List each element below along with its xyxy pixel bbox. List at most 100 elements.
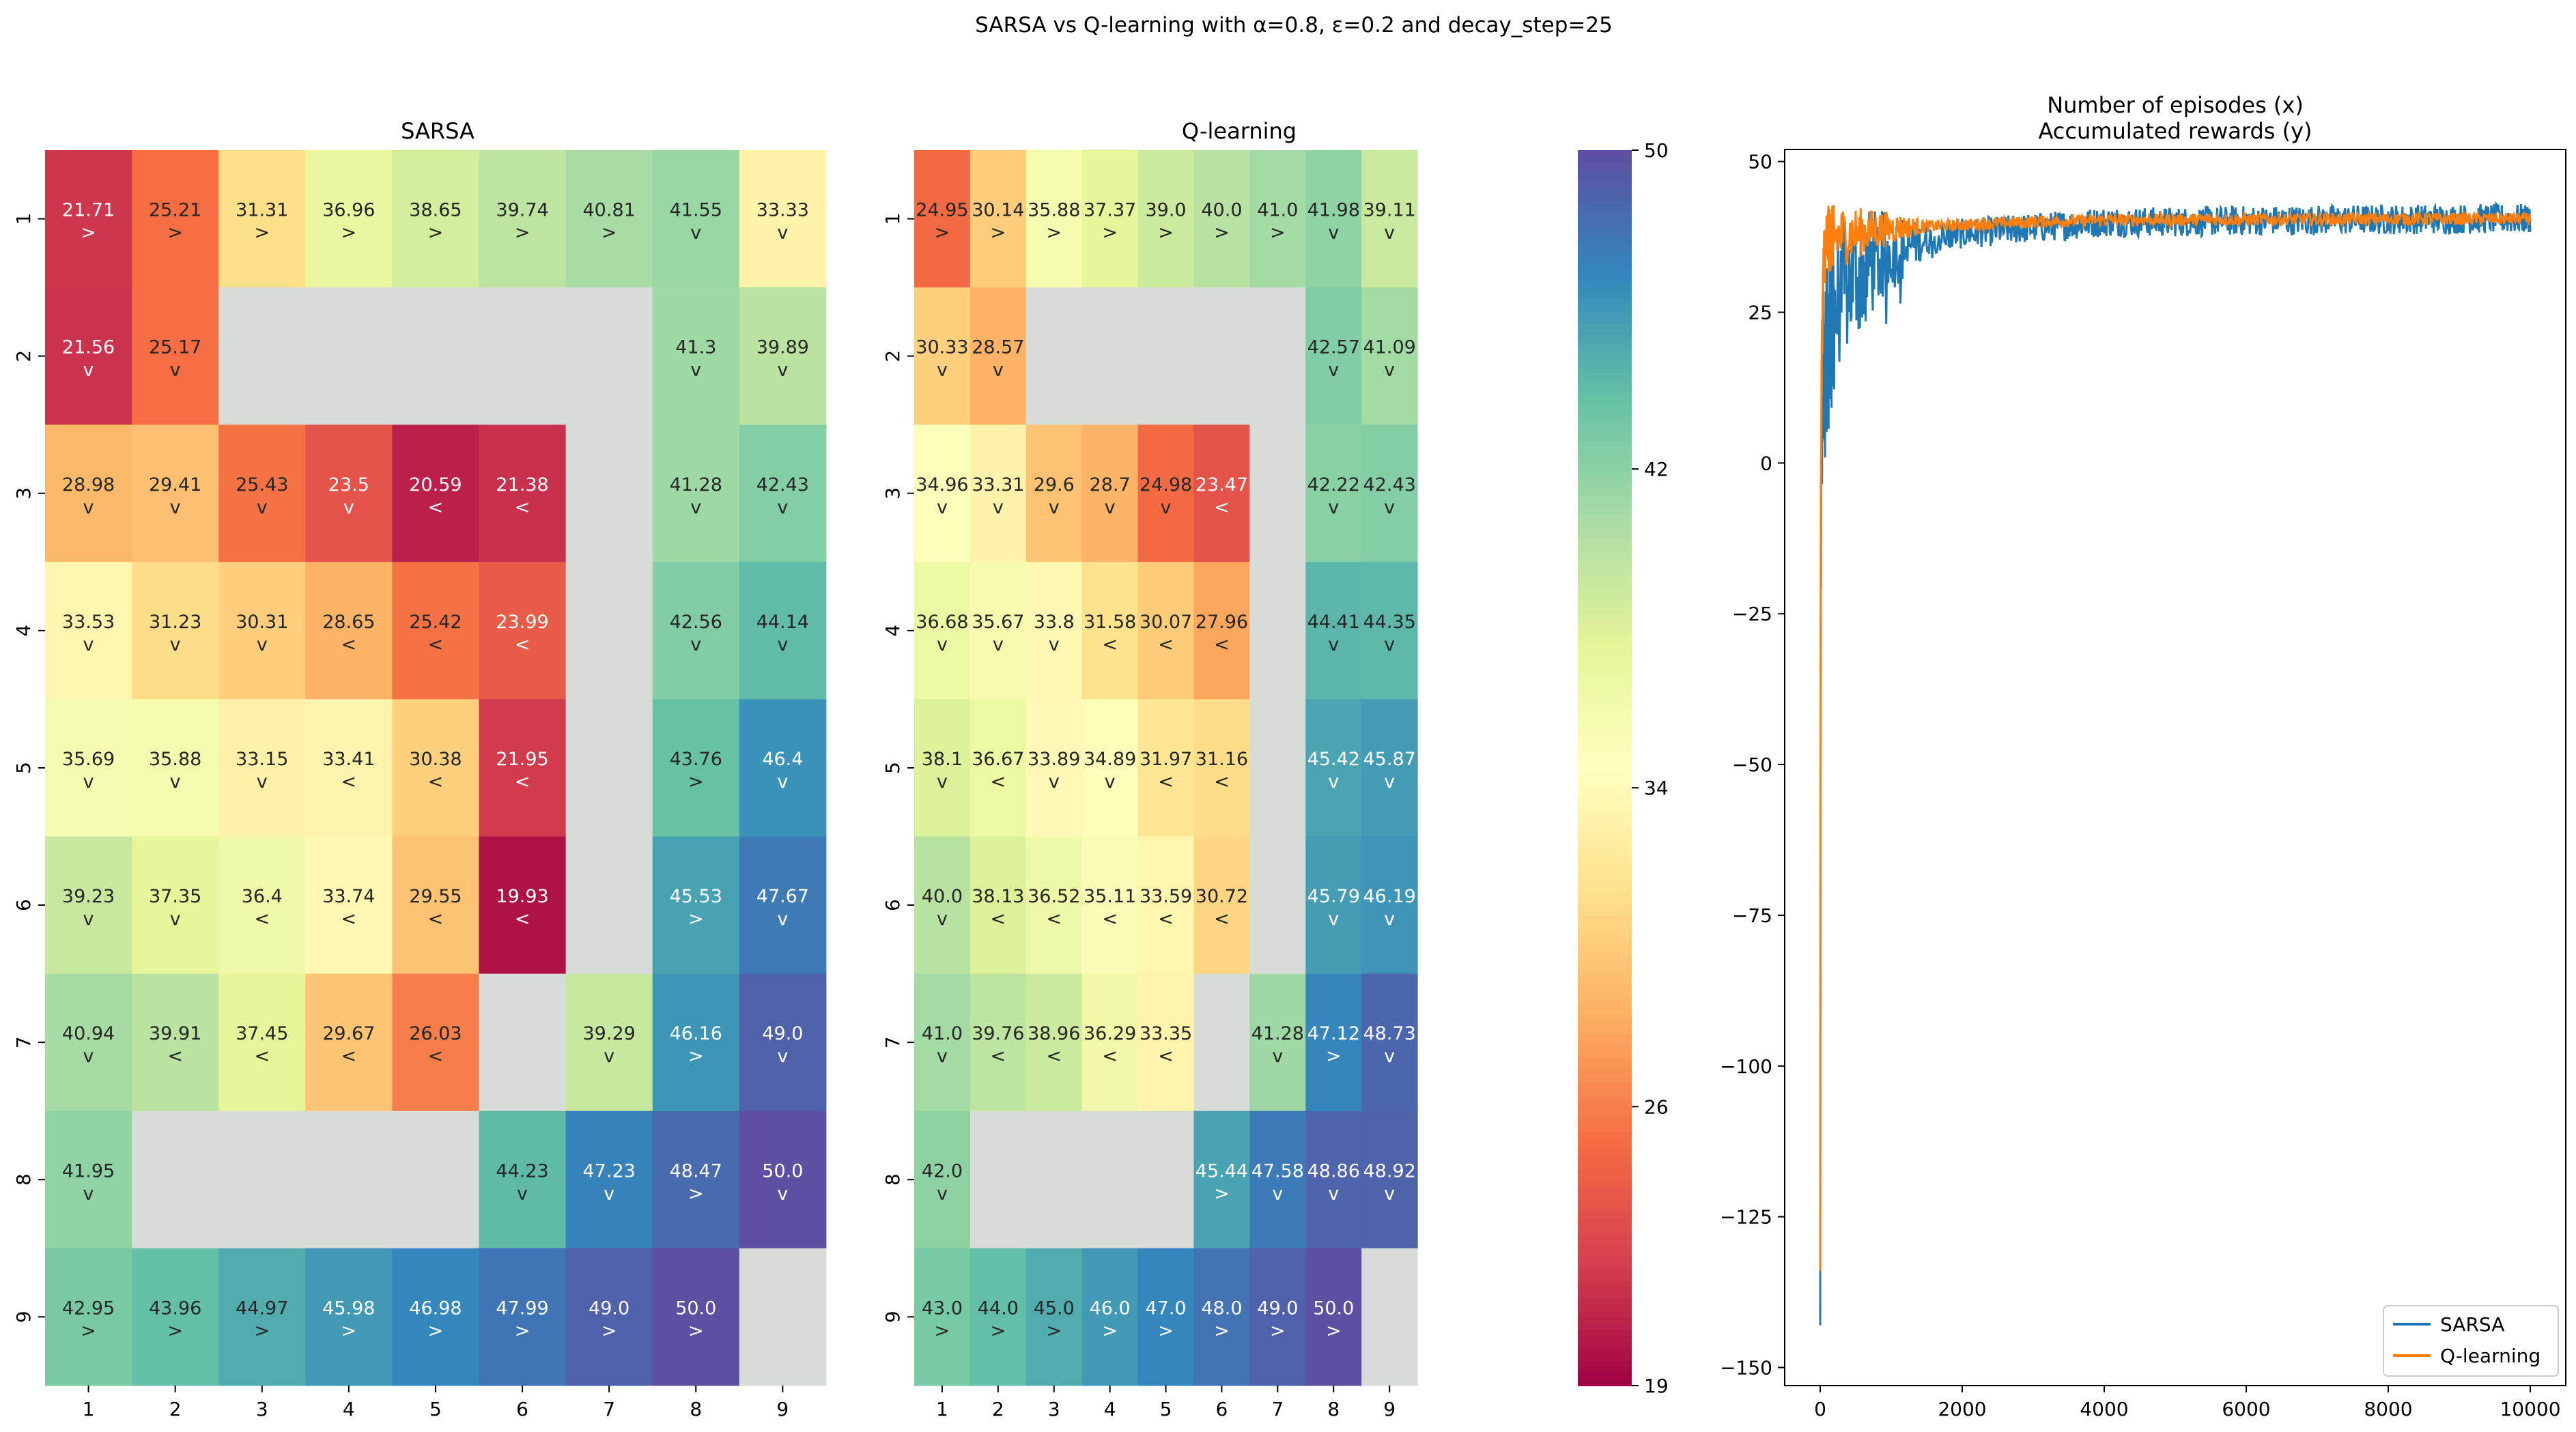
colorbar-segment: [1578, 736, 1632, 744]
sarsa-cell-action: v: [690, 497, 701, 518]
colorbar-segment: [1578, 1255, 1632, 1263]
colorbar-segment: [1578, 1243, 1632, 1250]
colorbar-segment: [1578, 631, 1632, 639]
sarsa-cell: [45, 1248, 132, 1386]
qlearning-cell-value: 24.95: [916, 200, 968, 221]
sarsa-cell-value: 45.53: [670, 886, 722, 907]
sarsa-cell-action: v: [83, 1183, 94, 1204]
line-chart-x-tick-label: 6000: [2222, 1398, 2270, 1420]
colorbar-segment: [1578, 1027, 1632, 1035]
sarsa-cell-value: 29.55: [409, 886, 462, 907]
colorbar-segment: [1578, 428, 1632, 435]
colorbar-segment: [1578, 205, 1632, 213]
sarsa-cell: [218, 150, 306, 288]
sarsa-cell: [305, 836, 393, 975]
colorbar-tick-label: 50: [1644, 139, 1669, 162]
colorbar-segment: [1578, 390, 1632, 398]
sarsa-cell: [652, 1248, 740, 1386]
colorbar-segment: [1578, 280, 1632, 287]
sarsa-cell-action: >: [428, 1320, 444, 1341]
sarsa-cell-value: 50.0: [762, 1160, 803, 1182]
sarsa-cell: [132, 836, 219, 975]
sarsa-cell-action: v: [777, 1183, 788, 1204]
sarsa-cell-action: v: [604, 1046, 614, 1067]
colorbar-segment: [1578, 162, 1632, 170]
line-chart-y-tick-label: −100: [1720, 1055, 1772, 1078]
colorbar-segment: [1578, 984, 1632, 991]
colorbar-segment: [1578, 1182, 1632, 1189]
qlearning-cell: [1305, 836, 1362, 975]
qlearning-cell: [969, 1248, 1027, 1386]
colorbar-segment: [1578, 792, 1632, 800]
colorbar-segment: [1578, 878, 1632, 886]
colorbar-segment: [1578, 1058, 1632, 1065]
line-chart-y-tick-label: 25: [1748, 302, 1772, 324]
sarsa-y-tick-label: 1: [12, 213, 35, 225]
sarsa-cell-action: <: [341, 908, 357, 930]
colorbar-segment: [1578, 1299, 1632, 1306]
sarsa-cell-action: v: [83, 360, 94, 381]
colorbar-segment: [1578, 1305, 1632, 1313]
colorbar-segment: [1578, 1274, 1632, 1282]
sarsa-cell-value: 29.41: [149, 474, 201, 496]
sarsa-cell-action: v: [690, 360, 701, 381]
sarsa-blocked-cell: [305, 1111, 393, 1249]
sarsa-cell-action: <: [428, 1046, 444, 1067]
qlearning-blocked-cell: [969, 1111, 1027, 1249]
sarsa-cell-action: >: [515, 223, 530, 244]
sarsa-cell: [45, 150, 132, 288]
colorbar-segment: [1578, 977, 1632, 985]
colorbar-segment: [1578, 607, 1632, 614]
colorbar-segment: [1578, 187, 1632, 195]
sarsa-cell: [565, 1111, 653, 1249]
qlearning-cell-action: v: [937, 1183, 948, 1204]
sarsa-cell-action: v: [777, 771, 788, 792]
sarsa-blocked-cell: [565, 287, 653, 425]
sarsa-cell-value: 28.98: [62, 474, 115, 496]
line-chart-y-tick-label: −125: [1720, 1206, 1772, 1229]
suptitle: SARSA vs Q-learning with α=0.8, ε=0.2 an…: [975, 13, 1613, 38]
sarsa-cell-value: 44.14: [756, 612, 809, 633]
sarsa-cell: [305, 973, 393, 1112]
sarsa-cell: [305, 1248, 393, 1386]
colorbar-segment: [1578, 255, 1632, 262]
qlearning-y-tick-label: 1: [881, 213, 904, 225]
qlearning-cell-value: 43.0: [922, 1298, 963, 1319]
qlearning-cell: [1305, 150, 1362, 288]
sarsa-cell-value: 33.33: [756, 200, 809, 221]
qlearning-cell-action: v: [937, 771, 948, 792]
qlearning-blocked-cell: [1137, 1111, 1194, 1249]
colorbar-segment: [1578, 582, 1632, 590]
sarsa-cell-action: <: [167, 1046, 183, 1067]
line-chart-title: Number of episodes (x) Accumulated reward…: [2038, 92, 2312, 144]
sarsa-cell-action: >: [167, 1320, 183, 1341]
sarsa-cell-value: 21.56: [62, 337, 115, 358]
qlearning-cell: [969, 287, 1027, 425]
sarsa-cell: [392, 836, 479, 975]
qlearning-cell-value: 30.72: [1195, 886, 1248, 907]
qlearning-cell-value: 48.92: [1363, 1160, 1416, 1182]
qlearning-cell-value: 44.35: [1363, 612, 1416, 633]
qlearning-blocked-cell: [1249, 836, 1306, 975]
sarsa-cell-value: 47.67: [756, 886, 809, 907]
qlearning-cell-value: 35.11: [1084, 886, 1136, 907]
qlearning-cell-value: 28.7: [1090, 474, 1131, 496]
qlearning-cell-action: >: [1158, 223, 1174, 244]
sarsa-cell: [479, 1111, 567, 1249]
colorbar-segment: [1578, 1163, 1632, 1171]
sarsa-cell: [218, 836, 306, 975]
sarsa-cell: [132, 1248, 219, 1386]
qlearning-cell-action: v: [993, 634, 1004, 655]
qlearning-cell-value: 38.13: [972, 886, 1024, 907]
colorbar-segment: [1578, 489, 1632, 497]
colorbar-segment: [1578, 169, 1632, 176]
sarsa-cell-value: 46.16: [670, 1023, 722, 1044]
sarsa-y-tick-label: 7: [12, 1036, 35, 1048]
sarsa-cell-action: v: [83, 1046, 94, 1067]
qlearning-cell: [914, 287, 971, 425]
sarsa-cell-action: v: [257, 497, 268, 518]
sarsa-cell-action: v: [257, 634, 268, 655]
sarsa-cell-value: 30.38: [409, 749, 462, 770]
colorbar-segment: [1578, 323, 1632, 330]
colorbar-segment: [1578, 150, 1632, 158]
